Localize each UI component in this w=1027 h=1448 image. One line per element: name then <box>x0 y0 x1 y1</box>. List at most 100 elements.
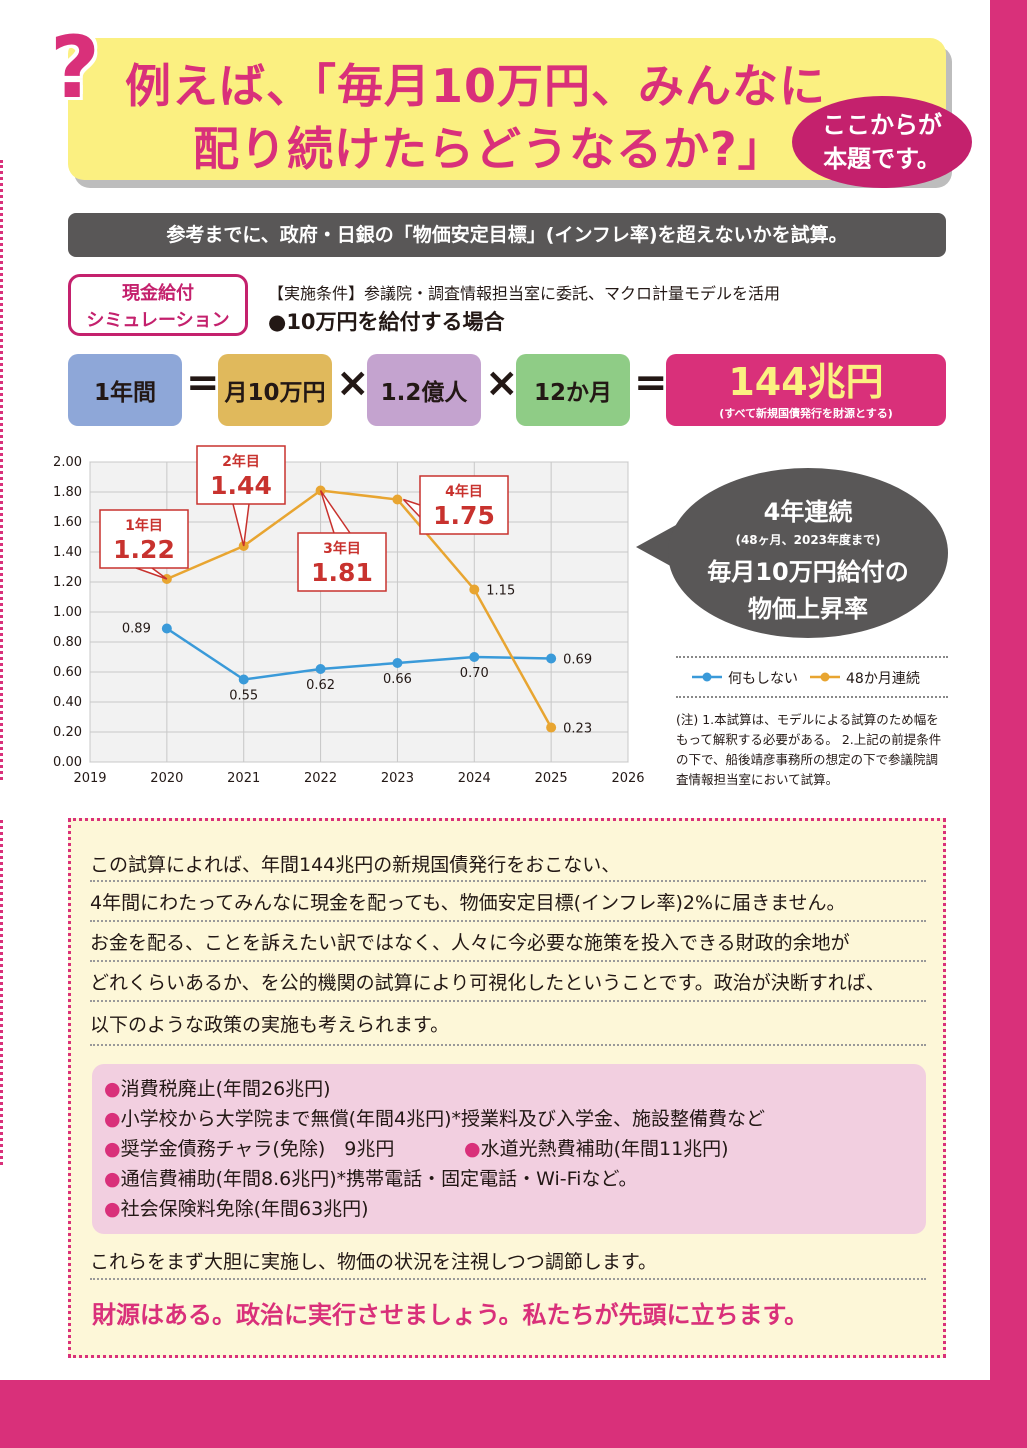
y-tick-label: 0.40 <box>53 695 82 710</box>
data-label: 0.62 <box>306 678 335 693</box>
data-label: 0.70 <box>460 666 489 681</box>
data-label: 0.55 <box>229 689 258 704</box>
x-tick-label: 2024 <box>458 771 491 786</box>
x-tick-label: 2020 <box>150 771 183 786</box>
bullet-icon: ● <box>464 1138 481 1160</box>
bullet-icon: ● <box>104 1168 121 1190</box>
callout-pointer <box>402 498 421 518</box>
x-tick-label: 2019 <box>73 771 106 786</box>
summary-bubble: 4年連続 (48ヶ月、2023年度まで) 毎月10万円給付の 物価上昇率 <box>668 468 948 638</box>
bubble-line3: 毎月10万円給付の <box>707 558 909 586</box>
equation-term-months: 12か月 <box>516 354 630 426</box>
times-sign: × <box>485 360 519 406</box>
policy-text: 通信費補助(年間8.6兆円)*携帯電話・固定電話・Wi-Fiなど。 <box>120 1168 638 1190</box>
y-tick-label: 0.20 <box>53 725 82 740</box>
title-line-1: 例えば、「毎月10万円、みんなに <box>125 59 827 113</box>
y-tick-label: 0.00 <box>53 755 82 770</box>
divider <box>90 920 926 922</box>
data-label: 0.89 <box>122 622 151 637</box>
y-tick-label: 0.80 <box>53 635 82 650</box>
data-point <box>392 658 403 668</box>
policy-text: 奨学金債務チャラ(免除) 9兆円 <box>120 1138 395 1160</box>
simulation-badge-line1: 現金給付 <box>122 283 194 304</box>
equation-result-note: (すべて新規国債発行を財源とする) <box>719 407 893 420</box>
chart-legend: 何もしない 48か月連続 <box>676 656 948 698</box>
y-tick-label: 2.00 <box>53 455 82 470</box>
policy-item: ●消費税廃止(年間26兆円) <box>104 1074 331 1101</box>
callout-year: 1年目 <box>125 517 163 534</box>
closing-message: 財源はある。政治に実行させましょう。私たちが先頭に立ちます。 <box>92 1301 809 1329</box>
times-sign: × <box>336 360 370 406</box>
divider <box>90 1000 926 1002</box>
bubble-line4: 物価上昇率 <box>748 595 868 623</box>
chart-note: (注) 1.本試算は、モデルによる試算のため幅をもって解釈する必要がある。 2.… <box>676 712 942 787</box>
data-point <box>469 584 480 595</box>
policy-item: ●水道光熱費補助(年間11兆円) <box>464 1134 729 1161</box>
data-point <box>315 664 326 674</box>
equation-term-monthly: 月10万円 <box>218 354 332 426</box>
data-point <box>469 652 480 662</box>
y-tick-label: 1.60 <box>53 515 82 530</box>
data-label: 0.66 <box>383 672 412 687</box>
bullet-icon: ● <box>104 1108 121 1130</box>
policy-text: 社会保険料免除(年間63兆円) <box>120 1198 369 1220</box>
simulation-badge-line2: シミュレーション <box>86 310 230 331</box>
callout-box <box>297 532 387 592</box>
y-tick-label: 1.20 <box>53 575 82 590</box>
y-tick-label: 1.80 <box>53 485 82 500</box>
equals-sign: = <box>186 360 220 406</box>
edge-decoration <box>0 160 4 780</box>
policy-list <box>92 1064 926 1234</box>
question-mark-icon: ? <box>50 18 100 118</box>
series-line <box>166 627 552 681</box>
data-point <box>238 674 249 685</box>
bubble-line1: 4年連続 <box>763 498 853 526</box>
callout-box <box>99 509 189 569</box>
here-badge: ここからが 本題です。 <box>792 96 972 188</box>
callout-value: 1.22 <box>113 535 175 564</box>
callout-year: 2年目 <box>222 453 260 470</box>
data-point <box>161 623 172 634</box>
bullet-icon: ● <box>104 1078 121 1100</box>
conditions-text: 【実施条件】参議院・調査情報担当室に委託、マクロ計量モデルを活用 <box>268 284 781 303</box>
callout-value: 1.81 <box>311 558 373 587</box>
y-tick-label: 0.60 <box>53 665 82 680</box>
equation-term-people: 1.2億人 <box>367 354 481 426</box>
x-tick-label: 2021 <box>227 771 260 786</box>
data-label: 0.23 <box>563 722 592 737</box>
data-label: 0.69 <box>563 653 592 668</box>
callout-box <box>196 445 286 505</box>
callout-year: 4年目 <box>445 483 483 500</box>
policy-item: ●通信費補助(年間8.6兆円)*携帯電話・固定電話・Wi-Fiなど。 <box>104 1164 638 1191</box>
equals-sign: = <box>634 360 668 406</box>
data-point <box>392 494 403 505</box>
x-tick-label: 2022 <box>304 771 337 786</box>
equation-result-value: 144兆円 <box>728 360 884 404</box>
edge-decoration <box>0 820 4 1165</box>
callout-pointer <box>135 567 168 580</box>
divider <box>90 1278 926 1280</box>
policy-text: 水道光熱費補助(年間11兆円) <box>480 1138 729 1160</box>
simulation-badge: 現金給付 シミュレーション <box>68 274 248 336</box>
callout-year: 3年目 <box>323 540 361 557</box>
paragraph-line: 以下のような政策の実施も考えられます。 <box>90 1014 450 1036</box>
paragraph-line: この試算によれば、年間144兆円の新規国債発行をおこない、 <box>90 854 621 876</box>
legend-markers <box>692 672 840 682</box>
y-tick-label: 1.00 <box>53 605 82 620</box>
data-point <box>546 653 557 664</box>
equation-term-year: 1年間 <box>68 354 182 426</box>
here-badge-line1: ここからが <box>822 111 942 139</box>
equation-result: 144兆円 (すべて新規国債発行を財源とする) <box>666 354 946 426</box>
policy-text: 小学校から大学院まで無償(年間4兆円)*授業料及び入学金、施設整備費など <box>120 1108 766 1130</box>
bullet-icon: ● <box>104 1198 121 1220</box>
data-label: 1.15 <box>486 584 515 599</box>
callout-pointer <box>319 490 351 534</box>
x-tick-label: 2025 <box>535 771 568 786</box>
after-list-text: これらをまず大胆に実施し、物価の状況を注視しつつ調節します。 <box>90 1251 657 1273</box>
inflation-line-chart: 0.00 0.20 0.40 0.60 0.80 1.00 1.20 1.40 1.60 1.80… <box>53 445 645 786</box>
divider <box>90 880 926 882</box>
policy-text: 消費税廃止(年間26兆円) <box>120 1078 331 1100</box>
bullet-icon: ● <box>104 1138 121 1160</box>
callout-pointer <box>232 503 250 547</box>
legend-label-nothing: 何もしない <box>728 671 798 687</box>
